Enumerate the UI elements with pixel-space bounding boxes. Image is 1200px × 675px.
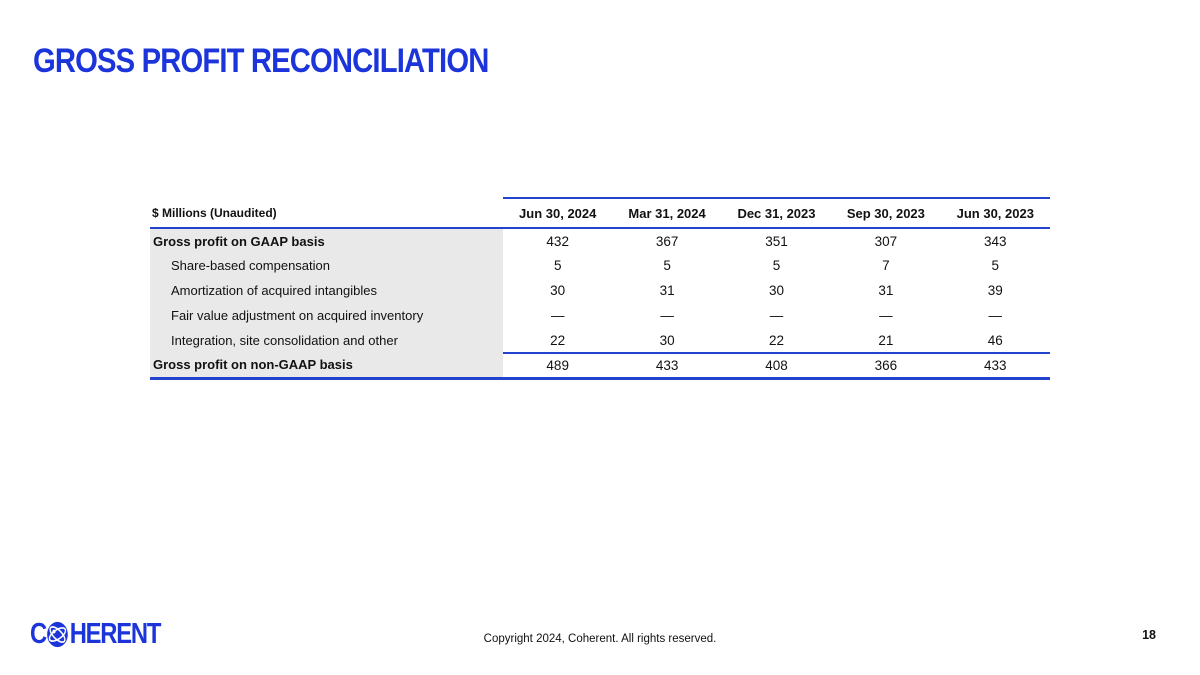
cell-value: 5 — [663, 258, 671, 273]
cell-value: 21 — [878, 332, 894, 348]
cell-value: 30 — [550, 283, 566, 298]
cell-value: 408 — [721, 352, 832, 380]
row-label: Gross profit on GAAP basis — [150, 228, 503, 253]
table-row: Gross profit on GAAP basis 432 367 351 3… — [150, 228, 1050, 253]
cell-value: — — [988, 308, 1003, 323]
column-header: Dec 31, 2023 — [721, 197, 832, 229]
data-table: $ Millions (Unaudited) Jun 30, 2024 Mar … — [150, 197, 1050, 380]
cell-value: 31 — [878, 283, 894, 298]
cell-value: 432 — [546, 233, 569, 249]
cell-value: 31 — [659, 283, 675, 298]
row-label: Gross profit on non-GAAP basis — [150, 353, 503, 380]
cell-value: — — [879, 308, 893, 323]
table-row: Amortization of acquired intangibles 30 … — [150, 278, 1050, 303]
cell-value: 351 — [765, 233, 788, 249]
cell-value: 30 — [659, 332, 675, 348]
coherent-logo: C HERENT — [30, 618, 162, 650]
row-label: Amortization of acquired intangibles — [150, 278, 503, 303]
table-header-row: $ Millions (Unaudited) Jun 30, 2024 Mar … — [150, 197, 1050, 229]
logo-text-left: C — [30, 618, 47, 650]
row-label: Fair value adjustment on acquired invent… — [150, 303, 503, 328]
gross-profit-reconciliation-table: $ Millions (Unaudited) Jun 30, 2024 Mar … — [150, 197, 1050, 380]
column-header: Mar 31, 2024 — [612, 197, 722, 229]
cell-value: 489 — [503, 352, 613, 380]
cell-value: 5 — [772, 258, 781, 273]
cell-value: 5 — [991, 258, 1000, 273]
cell-value: — — [769, 308, 784, 323]
cell-value: 30 — [768, 283, 784, 298]
table-row: Integration, site consolidation and othe… — [150, 328, 1050, 353]
row-label: Integration, site consolidation and othe… — [150, 328, 503, 353]
cell-value: — — [550, 308, 565, 323]
cell-value: 343 — [984, 233, 1007, 249]
column-header: Jun 30, 2023 — [940, 197, 1050, 229]
cell-value: 367 — [655, 233, 679, 249]
table-row: Fair value adjustment on acquired invent… — [150, 303, 1050, 328]
logo-text-right: HERENT — [69, 618, 162, 650]
cell-value: 307 — [874, 233, 898, 249]
cell-value: 5 — [553, 258, 562, 273]
column-header: Sep 30, 2023 — [831, 197, 941, 229]
coherent-globe-icon — [47, 621, 69, 648]
cell-value: 433 — [940, 352, 1050, 380]
cell-value: 7 — [882, 258, 890, 273]
cell-value: 433 — [612, 352, 722, 380]
page-number: 18 — [1142, 628, 1156, 642]
cell-value: — — [660, 308, 674, 323]
table-row-total: Gross profit on non-GAAP basis 489 433 4… — [150, 352, 1050, 380]
cell-value: 46 — [987, 332, 1003, 348]
footer-copyright: Copyright 2024, Coherent. All rights res… — [483, 633, 717, 645]
table-row: Share-based compensation 5 5 5 7 5 — [150, 253, 1050, 278]
cell-value: 22 — [550, 332, 566, 348]
cell-value: 22 — [768, 332, 784, 348]
page-title: GROSS PROFIT RECONCILIATION — [33, 42, 489, 80]
cell-value: 39 — [987, 283, 1003, 298]
unit-label: $ Millions (Unaudited) — [150, 198, 503, 229]
column-header: Jun 30, 2024 — [503, 197, 613, 229]
row-label: Share-based compensation — [150, 253, 503, 278]
cell-value: 366 — [831, 352, 941, 380]
